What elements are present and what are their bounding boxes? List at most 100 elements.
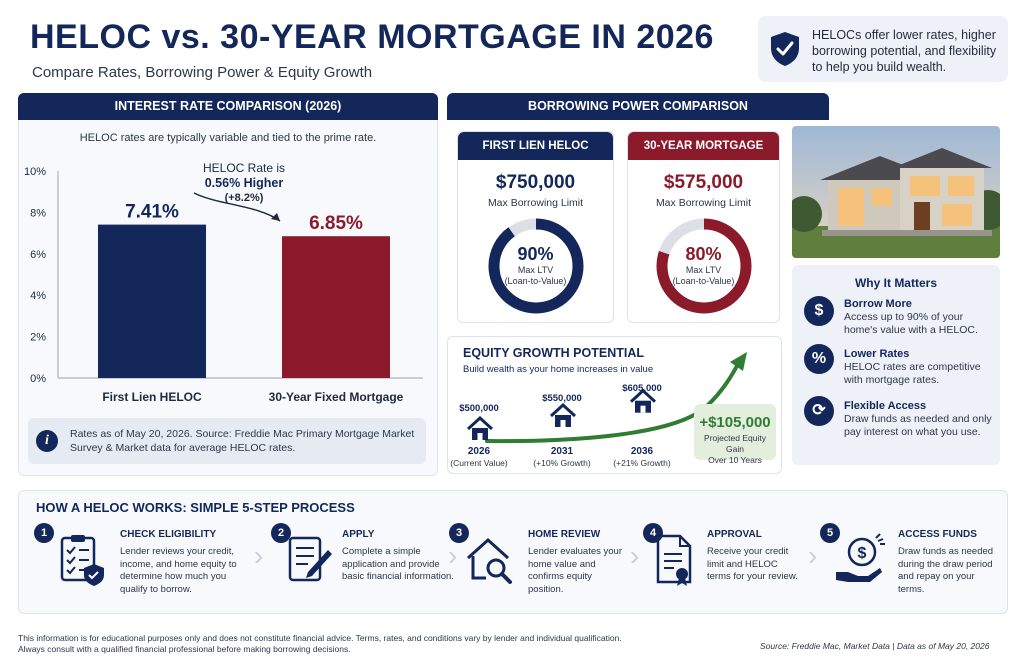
house-photo [792, 126, 1000, 258]
callout-text: HELOCs offer lower rates, higher borrowi… [812, 28, 997, 74]
heloc-ltv-desc2: (Loan-to-Value) [504, 276, 567, 286]
house-roof [549, 402, 577, 418]
rate-annotation-line2: 0.56% Higher [205, 176, 284, 190]
footer-disclaimer-2: Always consult with a qualified financia… [18, 644, 351, 654]
equity-year-2036: 2036 [630, 446, 654, 457]
footer-disclaimer: This information is for educational purp… [18, 633, 638, 655]
house-icon [629, 388, 657, 413]
step-5-desc: Draw funds as needed during the draw per… [898, 546, 994, 595]
why-lower-rates-desc: HELOC rates are competitive with mortgag… [844, 361, 981, 386]
step-3-heading: HOME REVIEW [528, 529, 601, 540]
chevron-right-icon: › [630, 540, 640, 571]
mortgage-ltv-desc1: Max LTV [685, 265, 722, 275]
house-icon [466, 415, 494, 440]
why-lower-rates-heading: Lower Rates [844, 348, 910, 360]
heloc-card-title: FIRST LIEN HELOC [458, 132, 613, 160]
certificate-icon [656, 534, 692, 586]
callout-box: HELOCs offer lower rates, higher borrowi… [758, 16, 1008, 82]
mortgage-ltv-value: 80% [685, 244, 722, 264]
heloc-ltv-desc1: Max LTV [517, 265, 554, 275]
arrow-head-icon [730, 352, 747, 371]
info-icon: i [36, 430, 58, 452]
equity-gain-value: +$105,000 [699, 414, 771, 431]
why-it-matters-title: Why It Matters [854, 276, 937, 290]
y-tick-label: 4% [30, 290, 46, 302]
rate-info-box [28, 418, 426, 464]
step-3-desc: Lender evaluates your home value and con… [528, 546, 623, 595]
step-1-heading: CHECK ELIGIBILITY [120, 529, 217, 540]
step-4-heading: APPROVAL [707, 529, 762, 540]
step-2-heading: APPLY [342, 529, 375, 540]
heloc-amount-label: Max Borrowing Limit [487, 197, 584, 209]
equity-gain-box [694, 404, 776, 460]
house-door [640, 405, 646, 413]
donut-fill [656, 218, 752, 314]
footer-source: Source: Freddie Mac, Market Data | Data … [760, 641, 990, 651]
equity-note-2031: (+10% Growth) [533, 458, 591, 468]
mortgage-ltv-label: Max LTV (Loan-to-Value) [628, 265, 779, 287]
heloc-ltv-label: Max LTV (Loan-to-Value) [458, 265, 613, 287]
equity-growth-subtitle: Build wealth as your home increases in v… [463, 364, 654, 375]
heloc-borrowing-card: FIRST LIEN HELOC $750,000 Max Borrowing … [457, 131, 614, 323]
why-borrow-more-desc: Access up to 90% of your home's value wi… [844, 311, 978, 336]
rate-annotation-line3: (+8.2%) [225, 192, 264, 204]
money-hand-icon: $ [836, 533, 885, 582]
rate-annotation-line1: HELOC Rate is [203, 161, 285, 175]
y-tick-label: 6% [30, 249, 46, 261]
equity-note-2036: (+21% Growth) [613, 458, 671, 468]
mortgage-card-title: 30-YEAR MORTGAGE [628, 132, 779, 160]
equity-growth-line [485, 360, 741, 444]
house-search-icon [466, 537, 512, 584]
step-3-number: 3 [449, 523, 469, 543]
borrowing-power-heading: BORROWING POWER COMPARISON [447, 93, 829, 120]
equity-note-2026: (Current Value) [450, 458, 508, 468]
bar [282, 236, 390, 378]
y-tick-label: 10% [24, 166, 46, 178]
equity-growth-chart [466, 352, 747, 444]
equity-gain-label2: Over 10 Years [708, 455, 762, 465]
clipboard-shield-icon [60, 535, 104, 586]
bar-value-label: 7.41% [125, 202, 179, 223]
donut-fill [488, 218, 584, 314]
step-5-heading: ACCESS FUNDS [898, 529, 977, 540]
step-2-number: 2 [271, 523, 291, 543]
mortgage-ltv-desc2: (Loan-to-Value) [672, 276, 735, 286]
annotation-arrow [193, 192, 281, 222]
document-pen-icon [288, 536, 332, 582]
heloc-ltv-value: 90% [517, 244, 554, 264]
chevron-right-icon: › [448, 540, 458, 571]
page-subtitle: Compare Rates, Borrowing Power & Equity … [32, 64, 373, 81]
chevron-right-icon: › [254, 540, 264, 571]
arrow-head-icon [271, 213, 280, 221]
bar-value-label: 6.85% [309, 213, 363, 234]
rate-bar-chart: 0% 2% 4% 6% 8% 10% 7.41% First Lien HELOC 6.85% 3… [24, 161, 423, 404]
refresh-icon: ⟳ [804, 396, 834, 426]
steps-title: HOW A HELOC WORKS: SIMPLE 5-STEP PROCESS [36, 500, 355, 515]
x-tick-label: First Lien HELOC [102, 390, 202, 404]
equity-gain-label: Projected Equity Gain Over 10 Years [694, 433, 776, 466]
equity-value-2031: $550,000 [542, 393, 582, 404]
mortgage-ltv-donut [656, 218, 752, 314]
why-flexible-access-heading: Flexible Access [844, 400, 927, 412]
x-tick-label: 30-Year Fixed Mortgage [269, 390, 404, 404]
step-4-desc: Receive your credit limit and HELOC term… [707, 546, 798, 582]
house-roof [466, 415, 494, 431]
step-5-number: 5 [820, 523, 840, 543]
shield-check-icon [771, 32, 799, 66]
mortgage-borrowing-card: 30-YEAR MORTGAGE $575,000 Max Borrowing … [627, 131, 780, 323]
y-tick-label: 0% [30, 373, 46, 385]
mortgage-amount: $575,000 [663, 172, 744, 193]
rate-info-text: Rates as of May 20, 2026. Source: Freddi… [70, 428, 415, 454]
step-1-number: 1 [34, 523, 54, 543]
why-flexible-access-desc: Draw funds as needed and only pay intere… [844, 413, 992, 438]
why-borrow-more-heading: Borrow More [844, 298, 912, 310]
y-tick-label: 2% [30, 332, 46, 344]
svg-text:$: $ [858, 545, 867, 562]
step-1-desc: Lender reviews your credit, income, and … [120, 546, 237, 595]
percent-icon: % [804, 344, 834, 374]
bar [98, 224, 206, 378]
heloc-amount: $750,000 [495, 172, 576, 193]
equity-year-2026: 2026 [467, 446, 491, 457]
equity-growth-title: EQUITY GROWTH POTENTIAL [463, 346, 645, 360]
rate-comparison-heading: INTEREST RATE COMPARISON (2026) [18, 93, 438, 120]
